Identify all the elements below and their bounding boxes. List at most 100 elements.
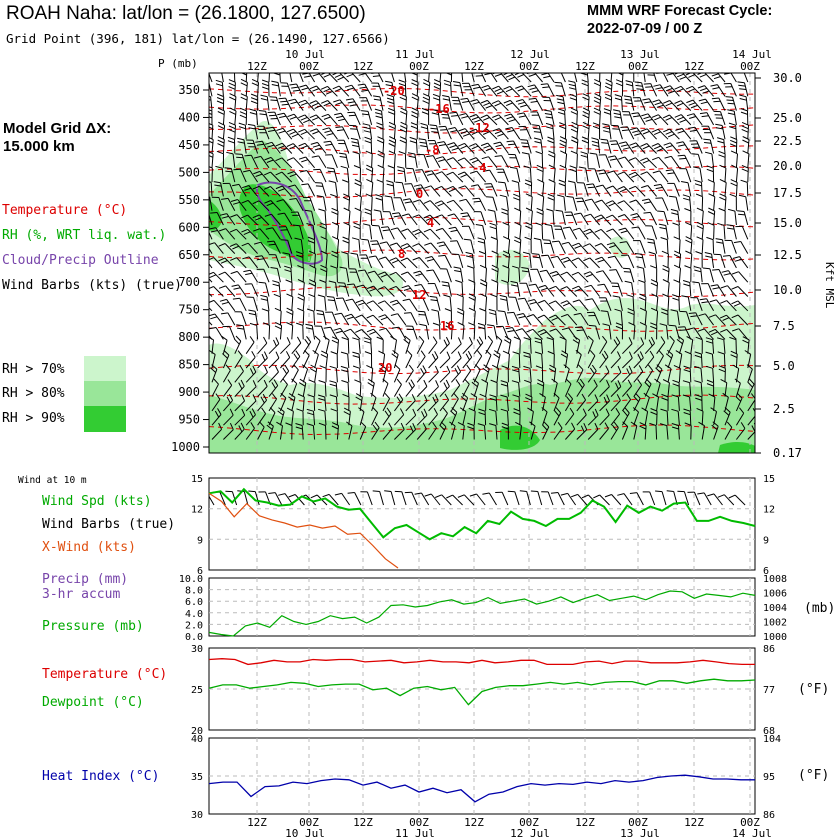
wind-barb-222-flag-0 bbox=[297, 265, 304, 269]
wind-barb-832 bbox=[574, 73, 578, 83]
wind-barb-586-flag-0 bbox=[453, 266, 461, 269]
wind-barb-1133-flag-0 bbox=[692, 281, 700, 284]
wind-barb-1125 bbox=[699, 168, 703, 183]
wind-barb-184-flag-2 bbox=[281, 103, 289, 106]
wind-barb-957 bbox=[622, 371, 633, 383]
wind-barb-118-flag-0 bbox=[243, 269, 251, 273]
wind-barb-748-flag-0 bbox=[523, 351, 531, 355]
wind-barb-426 bbox=[389, 211, 395, 226]
wind-barb-65 bbox=[224, 257, 236, 269]
wind-barb-1190-flag-0 bbox=[717, 351, 725, 355]
wind-barb-470 bbox=[416, 96, 419, 111]
wind-barb-1166-flag-1 bbox=[706, 383, 714, 387]
wind-10m-header: Wind at 10 m bbox=[18, 475, 87, 486]
wind-barb-940 bbox=[617, 125, 623, 140]
wind-barb-821-flag-0 bbox=[549, 285, 556, 290]
wind-barb-501 bbox=[421, 169, 430, 183]
wind-barb-741-flag-0 bbox=[522, 251, 530, 255]
surface-barb-31-flag-0 bbox=[550, 492, 559, 494]
wind-barb-999 bbox=[638, 226, 646, 240]
wind-barb-1157 bbox=[711, 253, 715, 268]
wind-barb-793-flag-0 bbox=[541, 254, 549, 257]
wind-barb-1082-flag-1 bbox=[672, 297, 680, 301]
wind-barb-1156-flag-0 bbox=[706, 236, 714, 241]
wind-barb-238 bbox=[304, 128, 315, 140]
wind-barb-965 bbox=[628, 111, 635, 126]
wind-barb-546-flag-0 bbox=[445, 65, 452, 68]
wind-barb-499-flag-1 bbox=[419, 141, 427, 144]
wind-barb-411-flag-1 bbox=[379, 367, 386, 373]
wind-barb-862-flag-1 bbox=[582, 125, 590, 130]
wind-barb-422 bbox=[393, 153, 396, 168]
wind-barb-1068-flag-1 bbox=[665, 102, 673, 107]
wind-barb-387-flag-0 bbox=[370, 392, 377, 398]
top-date-label-1: 11 Jul bbox=[395, 48, 435, 61]
wind-barb-161 bbox=[271, 141, 281, 154]
wind-barb-592-flag-0 bbox=[467, 350, 473, 358]
h-label-1: 25.0 bbox=[773, 111, 802, 125]
wind-barb-811-flag-2 bbox=[559, 143, 567, 147]
wind-tick-right-3: 6 bbox=[763, 566, 769, 577]
wind-barb-441-flag-0 bbox=[400, 422, 405, 430]
wind-barb-103 bbox=[245, 428, 255, 440]
wind-barb-157 bbox=[277, 82, 281, 97]
wind-barb-77 bbox=[234, 428, 245, 440]
wind-barb-1028-flag-0 bbox=[650, 265, 657, 269]
wind-barb-311-flag-0 bbox=[331, 422, 339, 426]
wind-barb-854-flag-1 bbox=[577, 381, 583, 389]
wind-barb-669-flag-0 bbox=[496, 335, 503, 341]
wind-barb-1244-flag-1 bbox=[747, 381, 753, 388]
wind-barb-839-flag-0 bbox=[569, 165, 577, 169]
wind-barb-870 bbox=[578, 242, 589, 254]
wind-barb-1145-flag-2 bbox=[702, 90, 710, 94]
pressure-line bbox=[208, 590, 756, 637]
wind-barb-98 bbox=[245, 356, 256, 369]
wind-barb-798 bbox=[543, 329, 555, 340]
wind-barb-1170-flag-1 bbox=[711, 73, 719, 77]
wind-barb-1206 bbox=[734, 211, 737, 226]
wind-barb-562-flag-0 bbox=[443, 294, 451, 298]
surface-barb-13 bbox=[354, 492, 362, 506]
wind-barb-28-flag-1 bbox=[216, 97, 224, 101]
wind-barb-958-flag-0 bbox=[627, 379, 633, 387]
wind-barb-1077-flag-0 bbox=[672, 222, 680, 226]
wind-barb-589-flag-0 bbox=[457, 307, 465, 312]
wind-barb-338-flag-1 bbox=[346, 73, 354, 78]
wind-barb-450-flag-0 bbox=[395, 181, 403, 184]
wind-barb-471-flag-0 bbox=[411, 107, 419, 112]
wind-barb-405-flag-1 bbox=[369, 288, 377, 292]
wind-barb-404-flag-0 bbox=[367, 270, 375, 274]
wind-barb-154-flag-0 bbox=[269, 407, 276, 413]
wind-barb-1001-flag-1 bbox=[635, 256, 643, 259]
wind-barb-1111 bbox=[690, 339, 694, 354]
wind-barb-679-flag-0 bbox=[492, 114, 499, 118]
wind-barb-38 bbox=[214, 242, 224, 254]
wind-barb-464-flag-1 bbox=[408, 382, 413, 389]
wind-barb-365-flag-0 bbox=[357, 83, 365, 86]
wind-barb-416 bbox=[391, 73, 395, 83]
wind-barb-580-flag-0 bbox=[446, 185, 454, 190]
wind-barb-1185 bbox=[717, 284, 726, 297]
wind-barb-584 bbox=[456, 240, 464, 254]
wind-barb-1002-flag-0 bbox=[636, 266, 644, 269]
wind-barb-1104 bbox=[690, 239, 693, 254]
wind-barb-816-flag-0 bbox=[555, 209, 563, 212]
wind-barb-526-flag-0 bbox=[426, 155, 434, 158]
wind-barb-75 bbox=[234, 400, 245, 412]
wind-barb-1018-flag-0 bbox=[640, 128, 648, 132]
wind-barb-1238-flag-1 bbox=[733, 302, 741, 307]
surface-barb-10-flag-0 bbox=[310, 494, 318, 499]
wind-barb-1159 bbox=[707, 283, 715, 297]
wind-barb-629-flag-1 bbox=[471, 145, 479, 150]
wind-barb-357-flag-0 bbox=[352, 337, 360, 341]
wind-barb-254 bbox=[314, 354, 319, 369]
wind-barb-143-flag-0 bbox=[255, 255, 263, 258]
wind-barb-91 bbox=[236, 257, 247, 269]
wind-barb-1004-flag-1 bbox=[639, 297, 646, 301]
wind-barb-822 bbox=[555, 300, 566, 312]
wind-barb-647 bbox=[485, 396, 487, 411]
wind-barb-608-flag-1 bbox=[462, 215, 470, 218]
wind-barb-49-flag-0 bbox=[228, 393, 234, 401]
wind-barb-294 bbox=[335, 182, 338, 197]
wind-barb-1113-flag-0 bbox=[683, 365, 691, 369]
